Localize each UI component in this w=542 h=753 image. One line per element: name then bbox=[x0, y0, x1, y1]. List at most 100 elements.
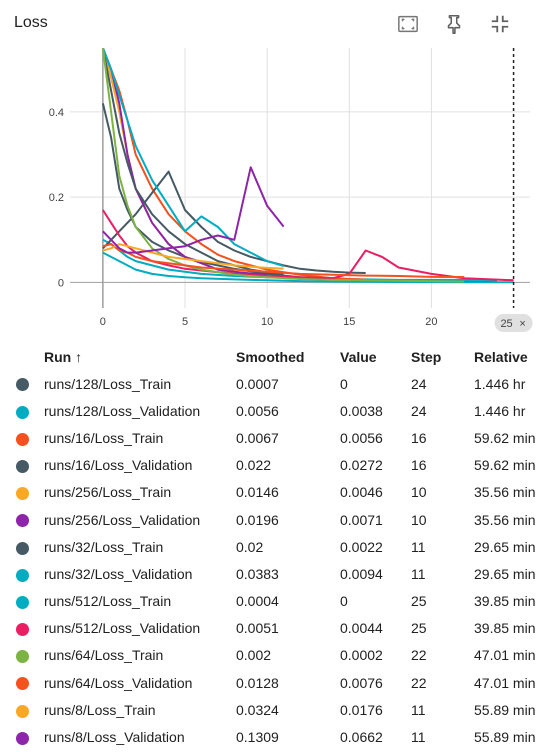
relative-time: 39.85 min bbox=[474, 593, 536, 610]
header-value[interactable]: Value bbox=[340, 349, 377, 365]
step-value: 25 bbox=[411, 593, 427, 610]
series-line[interactable] bbox=[101, 48, 465, 283]
relative-time: 39.85 min bbox=[474, 620, 536, 637]
raw-value: 0 bbox=[340, 593, 348, 610]
table-row[interactable]: runs/16/Loss_Validation 0.022 0.0272 16 59.6… bbox=[0, 452, 542, 479]
header-smoothed[interactable]: Smoothed bbox=[236, 349, 305, 365]
table-row[interactable]: runs/512/Loss_Validation 0.0051 0.0044 25 39… bbox=[0, 615, 542, 642]
table-row[interactable]: runs/64/Loss_Validation 0.0128 0.0076 22 47.… bbox=[0, 669, 542, 696]
series-line[interactable] bbox=[101, 48, 284, 268]
run-name: runs/128/Loss_Validation bbox=[44, 402, 201, 419]
run-color-cell bbox=[0, 588, 44, 615]
series-line[interactable] bbox=[101, 48, 284, 275]
run-color-dot bbox=[15, 568, 29, 582]
table-row[interactable]: runs/16/Loss_Train 0.0067 0.0056 16 59.62 mi… bbox=[0, 424, 542, 451]
series-line[interactable] bbox=[102, 243, 284, 270]
header-run[interactable]: Run ↑ bbox=[44, 349, 83, 365]
cursor-step-label: 25 bbox=[500, 318, 512, 330]
table-row[interactable]: runs/512/Loss_Train 0.0004 0 25 39.85 min bbox=[0, 588, 542, 615]
y-tick-label: 0.2 bbox=[49, 192, 64, 204]
series-group bbox=[101, 48, 514, 284]
table-row[interactable]: runs/8/Loss_Train 0.0324 0.0176 11 55.89 min bbox=[0, 696, 542, 723]
run-color-dot bbox=[15, 623, 29, 637]
header-relative[interactable]: Relative bbox=[474, 349, 528, 365]
run-name: runs/16/Loss_Validation bbox=[44, 457, 193, 474]
series-line[interactable] bbox=[101, 48, 268, 276]
raw-value: 0.0038 bbox=[340, 402, 383, 419]
run-color-cell bbox=[0, 560, 44, 587]
table-row[interactable]: runs/8/Loss_Validation 0.1309 0.0662 11 55.8… bbox=[0, 723, 542, 750]
relative-time: 55.89 min bbox=[474, 729, 536, 746]
smoothed-value: 0.0146 bbox=[236, 484, 279, 501]
table-row[interactable]: runs/32/Loss_Validation 0.0383 0.0094 11 29.… bbox=[0, 560, 542, 587]
run-name: runs/512/Loss_Train bbox=[44, 593, 172, 610]
pin-button[interactable] bbox=[440, 10, 468, 38]
smoothed-value: 0.002 bbox=[236, 647, 272, 664]
step-value: 24 bbox=[411, 375, 427, 392]
y-tick-label: 0.4 bbox=[49, 107, 64, 119]
cursor-step-badge bbox=[494, 314, 533, 332]
run-color-cell bbox=[0, 479, 44, 506]
run-color-dot bbox=[15, 677, 29, 691]
run-color-cell bbox=[0, 723, 44, 750]
runs-table: Run ↑ Smoothed Value Step Relative runs/… bbox=[0, 344, 542, 751]
table-row[interactable]: runs/256/Loss_Train 0.0146 0.0046 10 35.56 m… bbox=[0, 479, 542, 506]
relative-time: 35.56 min bbox=[474, 484, 536, 501]
x-tick-label: 5 bbox=[182, 316, 188, 328]
table-row[interactable]: runs/128/Loss_Train 0.0007 0 24 1.446 hr bbox=[0, 370, 542, 397]
run-name: runs/512/Loss_Validation bbox=[44, 620, 201, 637]
smoothed-value: 0.02 bbox=[236, 538, 264, 555]
run-name: runs/256/Loss_Train bbox=[44, 484, 172, 501]
raw-value: 0.0176 bbox=[340, 701, 383, 718]
chart-toolbar bbox=[394, 10, 514, 38]
fit-domain-icon bbox=[398, 15, 418, 33]
raw-value: 0.0094 bbox=[340, 565, 383, 582]
raw-value: 0.0046 bbox=[340, 484, 383, 501]
relative-time: 55.89 min bbox=[474, 701, 536, 718]
run-color-cell bbox=[0, 424, 44, 451]
fit-domain-button[interactable] bbox=[394, 10, 422, 38]
run-color-dot bbox=[15, 459, 29, 473]
header-step[interactable]: Step bbox=[411, 349, 442, 365]
table-header-row: Run ↑ Smoothed Value Step Relative bbox=[0, 344, 542, 370]
table-row[interactable]: runs/256/Loss_Validation 0.0196 0.0071 10 35… bbox=[0, 506, 542, 533]
run-name: runs/8/Loss_Train bbox=[44, 701, 156, 718]
step-value: 25 bbox=[411, 620, 427, 637]
step-value: 16 bbox=[411, 457, 427, 474]
smoothed-value: 0.0051 bbox=[236, 620, 279, 637]
table-row[interactable]: runs/32/Loss_Train 0.02 0.0022 11 29.65 min bbox=[0, 533, 542, 560]
run-name: runs/128/Loss_Train bbox=[44, 375, 172, 392]
run-name: runs/16/Loss_Train bbox=[44, 429, 164, 446]
run-color-dot bbox=[15, 595, 29, 609]
smoothed-value: 0.0004 bbox=[236, 593, 279, 610]
run-name: runs/256/Loss_Validation bbox=[44, 511, 201, 528]
smoothed-value: 0.0067 bbox=[236, 429, 279, 446]
raw-value: 0 bbox=[340, 375, 348, 392]
relative-time: 59.62 min bbox=[474, 429, 536, 446]
relative-time: 29.65 min bbox=[474, 565, 536, 582]
relative-time: 59.62 min bbox=[474, 457, 536, 474]
raw-value: 0.0076 bbox=[340, 674, 383, 691]
x-tick-label: 20 bbox=[425, 316, 437, 328]
raw-value: 0.0056 bbox=[340, 429, 383, 446]
run-color-dot bbox=[15, 405, 29, 419]
cursor-close-icon[interactable]: × bbox=[519, 318, 525, 330]
collapse-button[interactable] bbox=[486, 10, 514, 38]
relative-time: 35.56 min bbox=[474, 511, 536, 528]
series-line[interactable] bbox=[102, 166, 285, 254]
loss-chart[interactable]: 0 0.2 0.4 0 5 10 15 20 25 × bbox=[0, 40, 542, 340]
x-tick-label: 15 bbox=[343, 316, 355, 328]
series-line[interactable] bbox=[102, 251, 514, 284]
table-row[interactable]: runs/64/Loss_Train 0.002 0.0002 22 47.01 min bbox=[0, 642, 542, 669]
smoothed-value: 0.0056 bbox=[236, 402, 279, 419]
step-value: 10 bbox=[411, 511, 427, 528]
smoothed-value: 0.0128 bbox=[236, 674, 279, 691]
series-line[interactable] bbox=[102, 170, 366, 274]
run-color-cell bbox=[0, 615, 44, 642]
smoothed-value: 0.0383 bbox=[236, 565, 279, 582]
run-color-dot bbox=[15, 432, 29, 446]
run-color-cell bbox=[0, 506, 44, 533]
run-color-dot bbox=[15, 541, 29, 555]
table-row[interactable]: runs/128/Loss_Validation 0.0056 0.0038 24 1.… bbox=[0, 397, 542, 424]
relative-time: 47.01 min bbox=[474, 674, 536, 691]
